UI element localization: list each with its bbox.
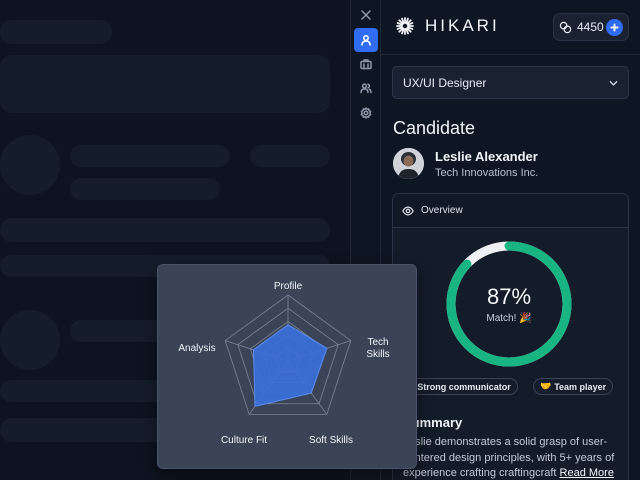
user-icon <box>361 35 371 46</box>
role-select-value: UX/UI Designer <box>403 75 487 90</box>
rail-item-settings[interactable] <box>354 101 378 125</box>
chevron-down-icon <box>609 80 618 86</box>
coins-icon <box>559 21 572 33</box>
skills-radar-chart <box>224 294 352 415</box>
hikari-logo-icon <box>396 17 414 35</box>
radar-axis-label-tech-skills: Tech Skills <box>366 337 390 360</box>
handshake-icon: 🤝 <box>540 381 552 391</box>
credits-value: 4450 <box>577 20 604 34</box>
top-bar: HIKARI 4450 <box>381 0 640 55</box>
radar-axis-label-culture-fit: Culture Fit <box>220 435 268 446</box>
match-label: Match! 🎉 <box>486 313 532 324</box>
avatar-photo <box>393 148 424 179</box>
eye-icon <box>402 206 414 215</box>
logo-text: HIKARI <box>425 16 500 35</box>
role-select[interactable]: UX/UI Designer <box>392 66 629 99</box>
logo: HIKARI <box>393 14 500 38</box>
skeleton-avatar <box>0 135 60 195</box>
rail-item-jobs[interactable] <box>354 52 378 76</box>
skeleton-bar <box>250 145 330 167</box>
skeleton-bar <box>0 20 112 44</box>
candidate-name: Leslie Alexander <box>435 149 538 164</box>
skeleton-bar <box>70 178 220 200</box>
radar-axis-label-profile: Profile <box>273 281 303 292</box>
rail-item-team[interactable] <box>354 76 378 100</box>
gauge-arc <box>446 241 572 367</box>
rail-item-candidate[interactable] <box>354 28 378 52</box>
summary-title: Summary <box>403 415 463 430</box>
tag-label: Team player <box>554 381 607 392</box>
radar-score-area <box>252 324 328 408</box>
skeleton-avatar <box>0 310 60 370</box>
skeleton-bar <box>70 145 230 167</box>
overview-card: Overview 87% Match! 🎉 💬 Strong communica… <box>392 193 629 480</box>
avatar <box>393 148 424 179</box>
candidate-panel: HIKARI 4450 UX/UI Designer Candidate Les… <box>381 0 640 480</box>
close-button[interactable] <box>354 3 378 27</box>
tag-label: Strong communicator <box>417 381 511 392</box>
overview-header: Overview <box>393 194 628 228</box>
skeleton-bar <box>0 218 330 242</box>
radar-axis-label-analysis: Analysis <box>178 343 216 354</box>
read-more-link[interactable]: Read More <box>559 467 614 479</box>
add-credits-button[interactable] <box>606 19 623 36</box>
section-title: Candidate <box>393 118 476 138</box>
gear-icon <box>360 107 372 119</box>
candidate-company: Tech Innovations Inc. <box>435 167 539 179</box>
radar-grid-ring <box>224 294 352 415</box>
plus-icon <box>610 23 619 32</box>
skeleton-block <box>0 55 330 113</box>
radar-grid-ring <box>237 307 339 405</box>
match-gauge <box>446 241 572 367</box>
credits-badge[interactable]: 4450 <box>553 13 629 41</box>
summary-body: Leslie demonstrates a solid grasp of use… <box>403 436 615 479</box>
summary-text: Leslie demonstrates a solid grasp of use… <box>403 435 627 480</box>
overview-label: Overview <box>421 205 463 216</box>
users-icon <box>360 83 372 94</box>
match-value: 87% <box>486 284 532 309</box>
skills-radar-card: Profile Tech Skills Soft Skills Culture F… <box>157 264 417 469</box>
tag-team-player: 🤝 Team player <box>533 378 614 395</box>
briefcase-icon <box>360 59 372 70</box>
close-icon <box>361 10 371 20</box>
radar-axis-label-soft-skills: Soft Skills <box>309 435 353 446</box>
